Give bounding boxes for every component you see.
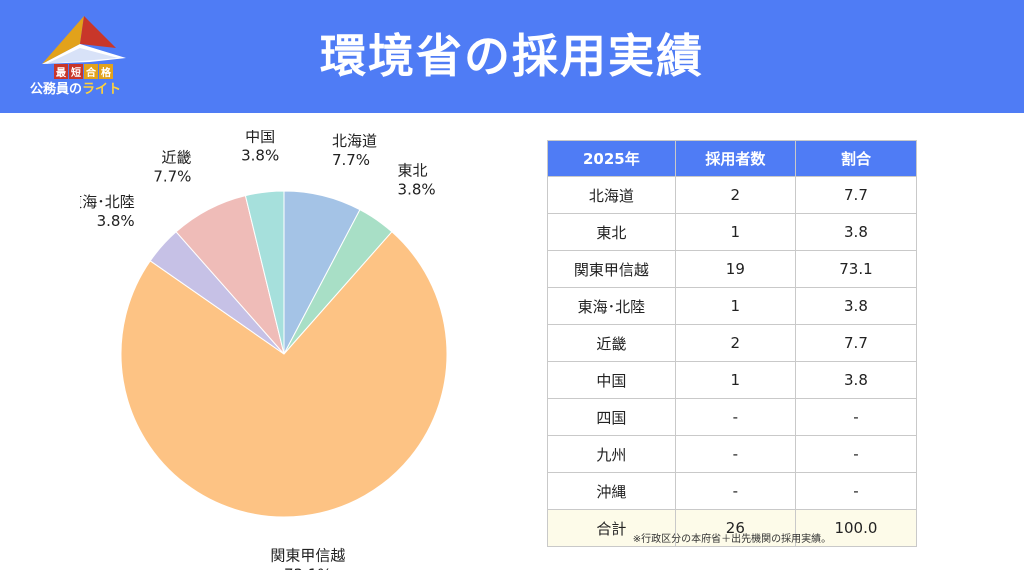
- hires-cell: 2: [674, 176, 796, 214]
- region-cell: 近畿: [547, 324, 676, 362]
- logo-text-brand: ライト: [82, 82, 122, 97]
- hires-cell: 2: [674, 324, 796, 362]
- hires-cell: -: [674, 435, 796, 473]
- table-row: 関東甲信越 19 73.1: [547, 250, 918, 288]
- slice-percent-label: 73.1%: [284, 566, 332, 570]
- slice-category-label: 北海道: [332, 132, 377, 150]
- hires-cell: 19: [674, 250, 796, 288]
- table-row: 近畿 2 7.7: [547, 324, 918, 362]
- table-row: 九州 - -: [547, 435, 918, 473]
- region-cell: 中国: [547, 361, 676, 399]
- table-row: 北海道 2 7.7: [547, 176, 918, 214]
- slice-category-label: 近畿: [161, 149, 191, 167]
- logo-text-prefix: 公務員の: [30, 82, 83, 97]
- hires-cell: -: [674, 472, 796, 510]
- header-bar: [0, 0, 1024, 113]
- slice-category-label: 東海･北陸: [80, 193, 135, 211]
- table-header-row: 2025年 採用者数 割合: [547, 140, 918, 177]
- logo-text: 公務員のライト: [30, 78, 121, 97]
- slice-category-label: 関東甲信越: [270, 547, 345, 565]
- table-row: 中国 1 3.8: [547, 361, 918, 399]
- slice-percent-label: 7.7%: [153, 168, 191, 186]
- pie-chart-svg: 北海道7.7%東北3.8%関東甲信越73.1%東海･北陸3.8%近畿7.7%中国…: [80, 130, 448, 570]
- hires-cell: 1: [674, 213, 796, 251]
- logo[interactable]: 最 短 合 格 公務員のライト: [28, 14, 138, 98]
- ratio-cell: 7.7: [794, 324, 918, 362]
- logo-badge: 最 短 合 格: [54, 64, 113, 79]
- region-cell: 九州: [547, 435, 676, 473]
- region-cell: 関東甲信越: [547, 250, 676, 288]
- column-header-hires: 採用者数: [674, 140, 796, 177]
- table-row: 東北 1 3.8: [547, 213, 918, 251]
- slice-category-label: 東北: [398, 161, 428, 179]
- hires-cell: 1: [674, 361, 796, 399]
- table-row: 沖縄 - -: [547, 472, 918, 510]
- logo-badge-char: 格: [99, 64, 113, 79]
- column-header-year: 2025年: [547, 140, 676, 177]
- table-row: 四国 - -: [547, 398, 918, 436]
- region-cell: 北海道: [547, 176, 676, 214]
- slice-percent-label: 3.8%: [241, 146, 279, 164]
- region-cell: 東北: [547, 213, 676, 251]
- ratio-cell: -: [794, 472, 918, 510]
- recruitment-table: 2025年 採用者数 割合 北海道 2 7.7 東北 1 3.8 関東甲信越 1…: [547, 140, 918, 547]
- footnote: ※行政区分の本府省＋出先機関の採用実績。: [632, 534, 832, 545]
- region-cell: 四国: [547, 398, 676, 436]
- total-ratio-cell: 100.0: [794, 509, 918, 547]
- region-cell: 東海･北陸: [547, 287, 676, 325]
- pie-slice: [120, 231, 448, 518]
- region-cell: 沖縄: [547, 472, 676, 510]
- slice-category-label: 中国: [245, 130, 275, 145]
- total-label-cell: 合計: [547, 509, 676, 547]
- slice-percent-label: 3.8%: [97, 212, 135, 230]
- table-row: 東海･北陸 1 3.8: [547, 287, 918, 325]
- table-total-row: 合計 26 100.0: [547, 509, 918, 547]
- total-hires-cell: 26: [674, 509, 796, 547]
- slice-percent-label: 7.7%: [332, 151, 370, 169]
- ratio-cell: 3.8: [794, 287, 918, 325]
- hires-cell: 1: [674, 287, 796, 325]
- logo-badge-char: 合: [84, 64, 98, 79]
- ratio-cell: 73.1: [794, 250, 918, 288]
- column-header-ratio: 割合: [794, 140, 918, 177]
- ratio-cell: -: [794, 398, 918, 436]
- ratio-cell: 3.8: [794, 361, 918, 399]
- ratio-cell: 7.7: [794, 176, 918, 214]
- pie-slice: [244, 190, 285, 355]
- pie-chart: 北海道7.7%東北3.8%関東甲信越73.1%東海･北陸3.8%近畿7.7%中国…: [80, 130, 500, 570]
- logo-mark-icon: [42, 16, 126, 64]
- logo-badge-char: 短: [69, 64, 83, 79]
- page-title: 環境省の採用実績: [320, 29, 704, 83]
- logo-badge-char: 最: [54, 64, 68, 79]
- slice-percent-label: 3.8%: [398, 180, 436, 198]
- ratio-cell: -: [794, 435, 918, 473]
- ratio-cell: 3.8: [794, 213, 918, 251]
- hires-cell: -: [674, 398, 796, 436]
